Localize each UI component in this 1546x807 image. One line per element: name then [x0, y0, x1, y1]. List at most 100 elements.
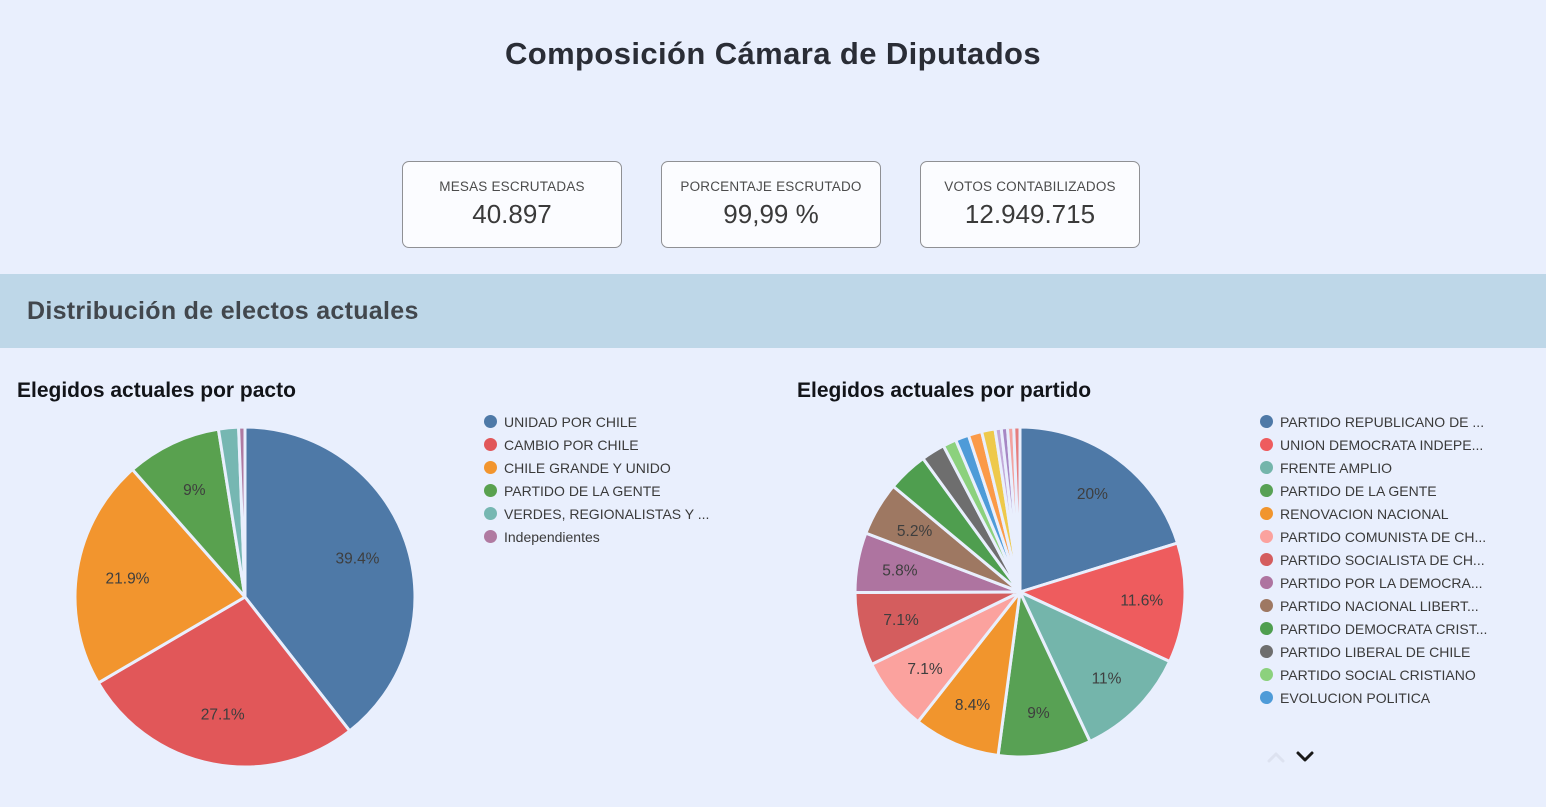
stat-card-porcentaje: PORCENTAJE ESCRUTADO 99,99 % — [661, 161, 881, 248]
slice-percent-label: 8.4% — [955, 697, 991, 714]
stat-value: 40.897 — [472, 199, 552, 229]
pacto-pie-chart: 39.4% 27.1% 21.9% 9% — [73, 425, 417, 769]
legend-label: PARTIDO DE LA GENTE — [1280, 482, 1437, 499]
pacto-legend: UNIDAD POR CHILE CAMBIO POR CHILE CHILE GR… — [484, 410, 709, 548]
legend-swatch — [1260, 576, 1273, 589]
pie-slice[interactable] — [996, 590, 1092, 759]
partido-pie-chart: 20% 11.6% 11% 9% 8.4% 7.1% 7.1% 5.8% 5.2% — [853, 425, 1187, 759]
legend-swatch — [484, 530, 497, 543]
legend-label: VERDES, REGIONALISTAS Y ... — [504, 505, 710, 522]
pie-slice[interactable] — [130, 427, 247, 599]
legend-item[interactable]: CAMBIO POR CHILE — [484, 433, 709, 456]
page-title: Composición Cámara de Diputados — [504, 36, 1042, 71]
legend-swatch — [1260, 622, 1273, 635]
stat-value: 99,99 % — [723, 199, 819, 229]
pie-slice[interactable] — [243, 425, 417, 733]
legend-swatch — [484, 484, 497, 497]
stat-value: 12.949.715 — [964, 199, 1096, 229]
stat-label: MESAS ESCRUTADAS — [439, 179, 585, 194]
legend-label: FRENTE AMPLIO — [1280, 459, 1393, 476]
legend-label: PARTIDO REPUBLICANO DE ... — [1280, 413, 1485, 430]
legend-item[interactable]: UNIDAD POR CHILE — [484, 410, 709, 433]
legend-item[interactable]: PARTIDO NACIONAL LIBERT... — [1260, 594, 1487, 617]
stat-card-mesas: MESAS ESCRUTADAS 40.897 — [402, 161, 622, 248]
legend-label: PARTIDO COMUNISTA DE CH... — [1280, 528, 1487, 545]
legend-label: PARTIDO NACIONAL LIBERT... — [1280, 597, 1479, 614]
legend-item[interactable]: PARTIDO DE LA GENTE — [1260, 479, 1487, 502]
slice-percent-label: 7.1% — [907, 661, 943, 678]
legend-swatch — [484, 461, 497, 474]
legend-swatch — [1260, 668, 1273, 681]
legend-item[interactable]: Independientes — [484, 525, 709, 548]
legend-item[interactable]: PARTIDO DE LA GENTE — [484, 479, 709, 502]
legend-swatch — [484, 507, 497, 520]
legend-label: CHILE GRANDE Y UNIDO — [504, 459, 671, 476]
pie-slice[interactable] — [1012, 425, 1022, 594]
legend-scroll-controls — [1263, 748, 1318, 766]
slice-percent-label: 7.1% — [883, 612, 919, 629]
chart-title-partido: Elegidos actuales por partido — [797, 379, 1092, 402]
legend-item[interactable]: EVOLUCION POLITICA — [1260, 686, 1487, 709]
legend-item[interactable]: PARTIDO SOCIAL CRISTIANO — [1260, 663, 1487, 686]
legend-label: CAMBIO POR CHILE — [504, 436, 639, 453]
pie-slice[interactable] — [237, 425, 247, 599]
slice-percent-label: 27.1% — [201, 706, 245, 723]
section-title: Distribución de electos actuales — [27, 296, 419, 325]
legend-swatch — [484, 415, 497, 428]
slice-percent-label: 11.6% — [1120, 593, 1163, 610]
stats-row: MESAS ESCRUTADAS 40.897 PORCENTAJE ESCRU… — [402, 161, 1140, 248]
slice-percent-label: 9% — [183, 482, 206, 499]
legend-swatch — [1260, 645, 1273, 658]
legend-swatch — [1260, 438, 1273, 451]
legend-swatch — [1260, 461, 1273, 474]
legend-item[interactable]: PARTIDO SOCIALISTA DE CH... — [1260, 548, 1487, 571]
legend-swatch — [484, 438, 497, 451]
legend-label: PARTIDO SOCIALISTA DE CH... — [1280, 551, 1485, 568]
legend-item[interactable]: PARTIDO LIBERAL DE CHILE — [1260, 640, 1487, 663]
partido-legend: PARTIDO REPUBLICANO DE ... UNION DEMOCRAT… — [1260, 410, 1487, 709]
legend-label: PARTIDO DE LA GENTE — [504, 482, 661, 499]
legend-label: UNIDAD POR CHILE — [504, 413, 638, 430]
legend-label: PARTIDO POR LA DEMOCRA... — [1280, 574, 1483, 591]
legend-scroll-down-button[interactable] — [1292, 748, 1318, 766]
legend-label: UNION DEMOCRATA INDEPE... — [1280, 436, 1484, 453]
pie-slice[interactable] — [73, 468, 247, 685]
stat-card-votos: VOTOS CONTABILIZADOS 12.949.715 — [920, 161, 1140, 248]
pie-slice[interactable] — [1018, 425, 1180, 594]
legend-item[interactable]: FRENTE AMPLIO — [1260, 456, 1487, 479]
pie-slice[interactable] — [96, 595, 352, 769]
slice-percent-label: 9% — [1027, 705, 1050, 722]
slice-percent-label: 20% — [1077, 486, 1108, 503]
stat-label: PORCENTAJE ESCRUTADO — [680, 179, 862, 194]
stat-label: VOTOS CONTABILIZADOS — [944, 179, 1116, 194]
legend-scroll-up-button[interactable] — [1263, 748, 1289, 766]
slice-percent-label: 5.8% — [882, 563, 918, 580]
pie-slice[interactable] — [1018, 541, 1187, 663]
slice-percent-label: 5.2% — [897, 523, 933, 540]
legend-label: PARTIDO LIBERAL DE CHILE — [1280, 643, 1471, 660]
legend-swatch — [1260, 599, 1273, 612]
legend-label: Independientes — [504, 528, 600, 545]
legend-label: RENOVACION NACIONAL — [1280, 505, 1449, 522]
legend-swatch — [1260, 507, 1273, 520]
slice-percent-label: 11% — [1092, 671, 1122, 688]
legend-item[interactable]: CHILE GRANDE Y UNIDO — [484, 456, 709, 479]
legend-item[interactable]: UNION DEMOCRATA INDEPE... — [1260, 433, 1487, 456]
legend-item[interactable]: PARTIDO REPUBLICANO DE ... — [1260, 410, 1487, 433]
legend-swatch — [1260, 553, 1273, 566]
legend-label: PARTIDO DEMOCRATA CRIST... — [1280, 620, 1488, 637]
legend-item[interactable]: PARTIDO POR LA DEMOCRA... — [1260, 571, 1487, 594]
legend-label: PARTIDO SOCIAL CRISTIANO — [1280, 666, 1476, 683]
legend-item[interactable]: PARTIDO DEMOCRATA CRIST... — [1260, 617, 1487, 640]
legend-item[interactable]: PARTIDO COMUNISTA DE CH... — [1260, 525, 1487, 548]
slice-percent-label: 39.4% — [336, 551, 380, 568]
chart-title-pacto: Elegidos actuales por pacto — [17, 379, 296, 402]
chevron-up-icon — [1267, 752, 1285, 763]
legend-item[interactable]: RENOVACION NACIONAL — [1260, 502, 1487, 525]
section-band: Distribución de electos actuales — [0, 274, 1546, 348]
pie-slice[interactable] — [916, 590, 1022, 758]
legend-item[interactable]: VERDES, REGIONALISTAS Y ... — [484, 502, 709, 525]
pie-slice[interactable] — [1018, 590, 1172, 743]
slice-percent-label: 21.9% — [106, 571, 150, 588]
